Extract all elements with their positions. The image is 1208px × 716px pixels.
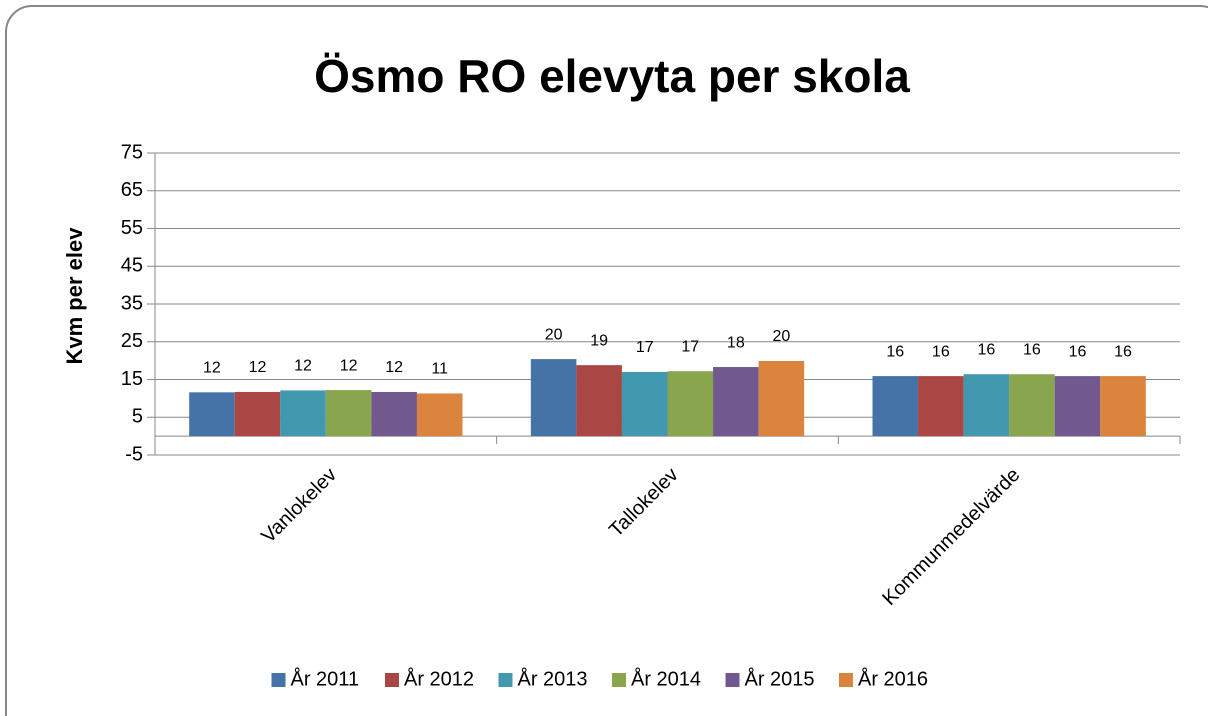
bar xyxy=(416,393,463,437)
legend-swatch xyxy=(271,673,286,687)
data-label: 16 xyxy=(932,343,950,360)
data-label: 16 xyxy=(886,343,904,360)
legend-label: År 2016 xyxy=(858,667,928,690)
bar xyxy=(576,365,622,437)
data-label: 16 xyxy=(1069,343,1087,360)
legend-label: År 2015 xyxy=(745,667,815,690)
data-label: 11 xyxy=(431,361,448,378)
legend-swatch xyxy=(725,673,740,687)
bar xyxy=(530,359,577,437)
legend-label: År 2012 xyxy=(404,667,474,690)
bar xyxy=(325,390,372,437)
data-label: 12 xyxy=(249,359,267,376)
data-label: 12 xyxy=(385,359,403,376)
data-label: 20 xyxy=(772,328,790,345)
chart-title: Ösmo RO elevyta per skola xyxy=(314,50,910,102)
bar xyxy=(758,361,805,437)
data-label: 12 xyxy=(340,357,358,374)
legend-swatch xyxy=(839,673,853,687)
data-label: 16 xyxy=(1023,341,1041,358)
y-tick-label: 55 xyxy=(121,217,143,239)
bar xyxy=(713,367,759,437)
data-label: 20 xyxy=(545,326,563,343)
bar xyxy=(918,376,964,437)
y-tick-label: 15 xyxy=(121,368,143,390)
data-label: 18 xyxy=(727,334,745,351)
bar xyxy=(621,371,668,437)
bar xyxy=(872,376,919,437)
y-tick-label: 65 xyxy=(121,179,143,201)
y-tick-label: 45 xyxy=(121,255,143,277)
bar xyxy=(189,392,235,437)
bar xyxy=(280,390,326,437)
y-tick-label: 35 xyxy=(121,292,143,314)
bar xyxy=(371,391,417,437)
y-tick-label: 75 xyxy=(121,141,143,163)
data-label: 16 xyxy=(1114,343,1132,360)
bar xyxy=(234,391,281,437)
bar xyxy=(1054,376,1101,437)
data-label: 17 xyxy=(636,339,654,356)
legend-swatch xyxy=(498,673,513,687)
y-tick-label: -5 xyxy=(125,443,143,465)
data-label: 16 xyxy=(977,341,995,358)
data-label: 12 xyxy=(294,358,312,375)
y-tick-label: 25 xyxy=(121,330,143,352)
y-axis-title: Kvm per elev xyxy=(62,227,87,365)
data-label: 19 xyxy=(590,332,608,349)
legend-label: År 2011 xyxy=(291,667,360,690)
data-label: 12 xyxy=(203,360,221,377)
chart-border xyxy=(5,5,1208,716)
legend-swatch xyxy=(612,673,626,687)
legend-swatch xyxy=(385,673,399,687)
bar xyxy=(1009,374,1055,437)
bar xyxy=(963,374,1010,437)
legend-label: År 2014 xyxy=(631,667,701,690)
bar xyxy=(667,371,714,437)
data-label: 17 xyxy=(681,338,699,355)
bar xyxy=(1100,376,1146,437)
legend-label: År 2013 xyxy=(518,667,588,690)
y-tick-label: 5 xyxy=(132,406,143,428)
